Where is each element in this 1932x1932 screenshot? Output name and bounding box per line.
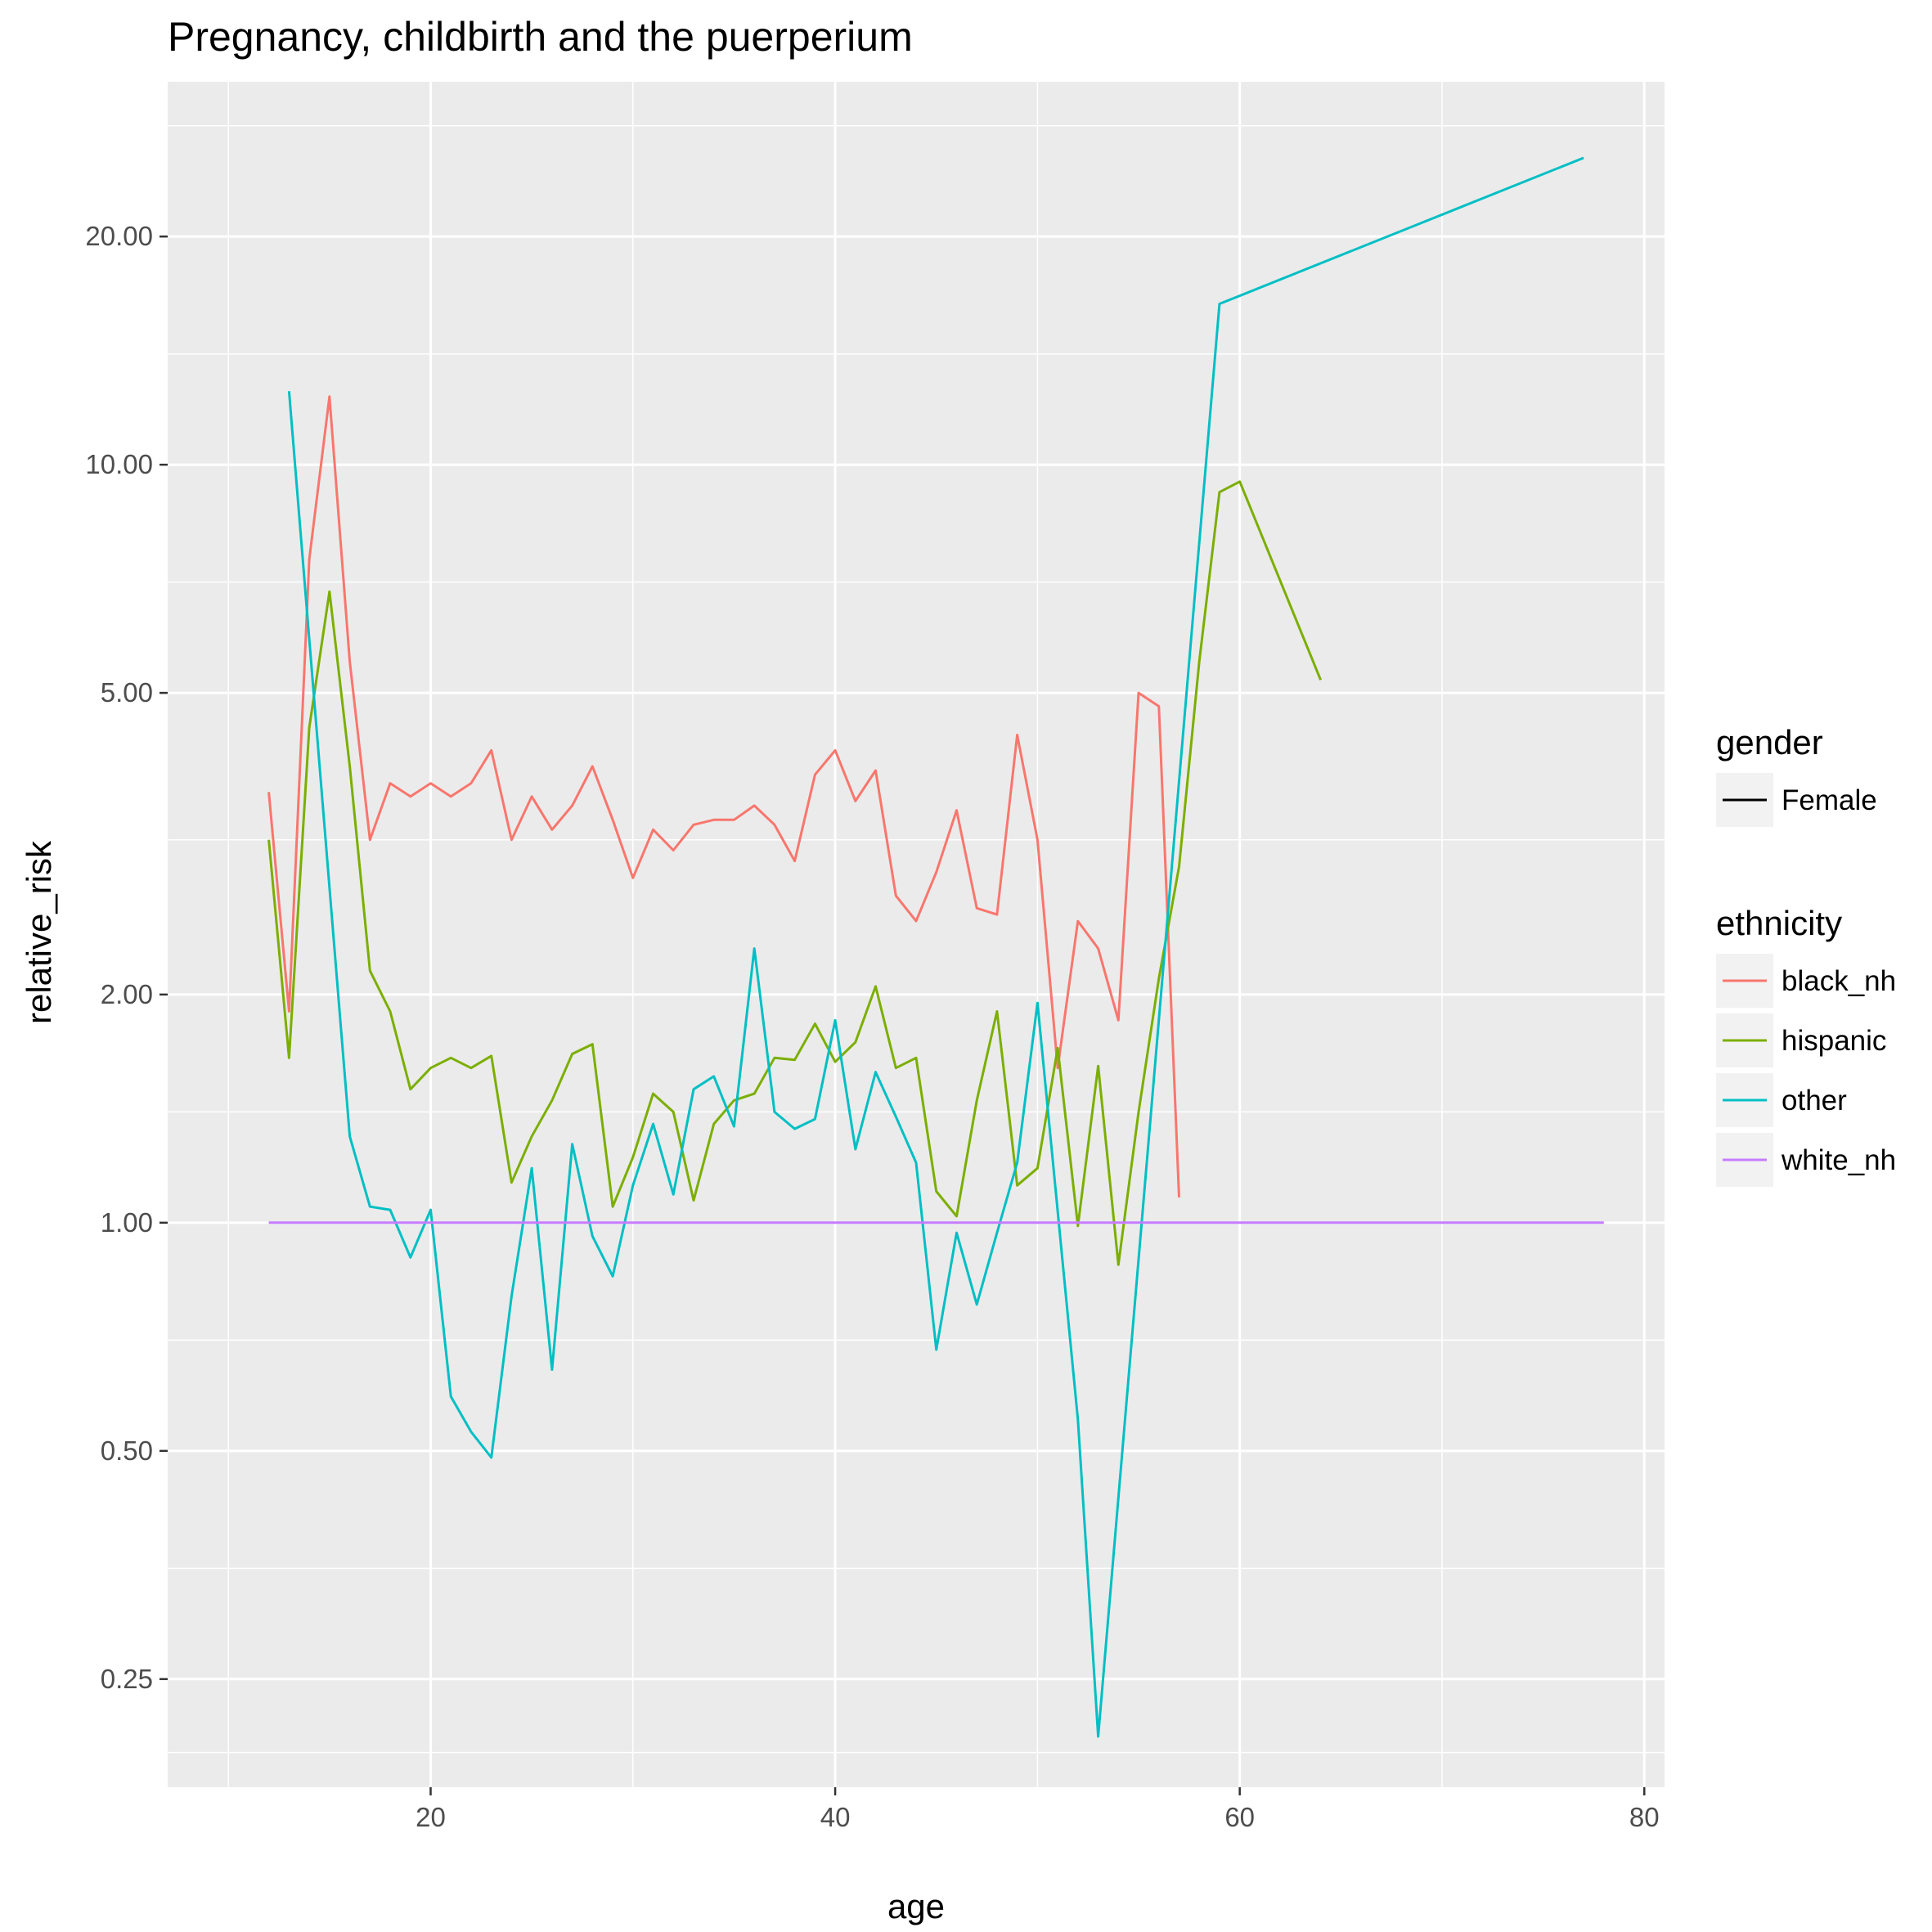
series-line-hispanic <box>267 480 1322 1266</box>
series-layer <box>267 156 1604 1738</box>
x-axis-title: age <box>887 1887 945 1925</box>
series-line-other <box>287 156 1584 1738</box>
legend-item-white-nh: white_nh <box>1716 1133 1896 1187</box>
legend-label: other <box>1781 1085 1847 1117</box>
legend-title-gender: gender <box>1716 723 1823 762</box>
legend-label: white_nh <box>1781 1144 1896 1176</box>
legend-item-black-nh: black_nh <box>1716 954 1896 1008</box>
legend-gender-entries: Female <box>1716 773 1877 827</box>
legend-item-hispanic: hispanic <box>1716 1013 1886 1067</box>
y-tick-label: 0.25 <box>101 1664 153 1694</box>
y-tick-label: 20.00 <box>85 221 153 251</box>
legend-label: Female <box>1781 784 1877 816</box>
legend: gender Female ethnicity black_nh hispanic… <box>1716 723 1896 1187</box>
axis-ticks <box>160 235 1646 1795</box>
y-tick-label: 2.00 <box>101 979 153 1009</box>
legend-item-gender-female: Female <box>1716 773 1877 827</box>
chart-title: Pregnancy, childbirth and the puerperium <box>168 14 913 60</box>
legend-label: hispanic <box>1781 1025 1886 1057</box>
plot-panel <box>168 82 1665 1787</box>
y-tick-labels: 0.25 0.50 1.00 2.00 5.00 10.00 20.00 <box>85 221 153 1694</box>
x-tick-label: 60 <box>1224 1802 1255 1832</box>
legend-item-other: other <box>1716 1073 1847 1127</box>
y-tick-label: 0.50 <box>101 1436 153 1466</box>
grid-lines <box>168 82 1665 1787</box>
x-tick-labels: 20 40 60 80 <box>416 1802 1660 1832</box>
legend-ethnicity-entries: black_nh hispanic other white_nh <box>1716 954 1896 1187</box>
y-tick-label: 1.00 <box>101 1207 153 1238</box>
y-tick-label: 10.00 <box>85 449 153 479</box>
x-tick-label: 20 <box>416 1802 446 1832</box>
y-tick-label: 5.00 <box>101 677 153 708</box>
legend-label: black_nh <box>1781 965 1896 997</box>
series-line-black-nh <box>267 395 1180 1197</box>
x-tick-label: 80 <box>1629 1802 1660 1832</box>
x-tick-label: 40 <box>820 1802 851 1832</box>
legend-title-ethnicity: ethnicity <box>1716 904 1842 942</box>
y-axis-title: relative_risk <box>20 840 58 1024</box>
